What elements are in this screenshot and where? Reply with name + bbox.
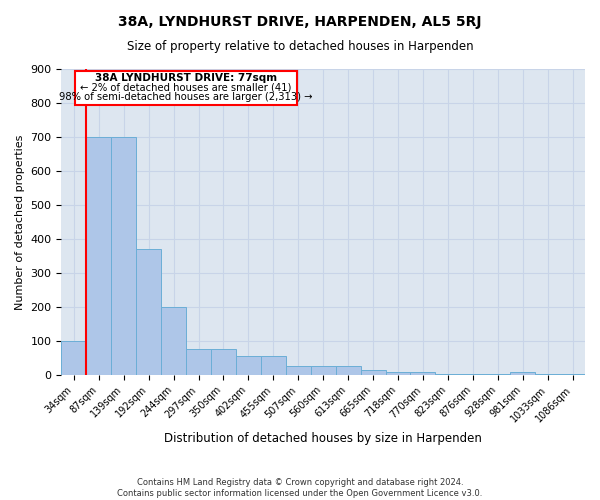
X-axis label: Distribution of detached houses by size in Harpenden: Distribution of detached houses by size … <box>164 432 482 445</box>
Bar <box>510 372 535 375</box>
Bar <box>560 374 585 375</box>
Bar <box>261 356 286 375</box>
Bar <box>485 374 510 375</box>
Bar <box>136 249 161 375</box>
Bar <box>386 372 410 375</box>
Text: Contains HM Land Registry data © Crown copyright and database right 2024.
Contai: Contains HM Land Registry data © Crown c… <box>118 478 482 498</box>
Bar <box>361 370 386 375</box>
Bar <box>335 366 361 375</box>
Y-axis label: Number of detached properties: Number of detached properties <box>15 134 25 310</box>
Bar <box>286 366 311 375</box>
Bar <box>111 137 136 375</box>
Bar <box>311 366 335 375</box>
Bar <box>186 350 211 375</box>
Bar <box>436 374 460 375</box>
Bar <box>161 307 186 375</box>
Bar <box>410 372 436 375</box>
Bar <box>236 356 261 375</box>
Bar <box>535 374 560 375</box>
Bar <box>61 341 86 375</box>
Bar <box>460 374 485 375</box>
Text: 38A, LYNDHURST DRIVE, HARPENDEN, AL5 5RJ: 38A, LYNDHURST DRIVE, HARPENDEN, AL5 5RJ <box>118 15 482 29</box>
Bar <box>86 137 111 375</box>
Text: 98% of semi-detached houses are larger (2,313) →: 98% of semi-detached houses are larger (… <box>59 92 313 102</box>
Text: 38A LYNDHURST DRIVE: 77sqm: 38A LYNDHURST DRIVE: 77sqm <box>95 73 277 83</box>
Text: ← 2% of detached houses are smaller (41): ← 2% of detached houses are smaller (41) <box>80 82 292 92</box>
Bar <box>211 350 236 375</box>
FancyBboxPatch shape <box>75 70 297 104</box>
Text: Size of property relative to detached houses in Harpenden: Size of property relative to detached ho… <box>127 40 473 53</box>
